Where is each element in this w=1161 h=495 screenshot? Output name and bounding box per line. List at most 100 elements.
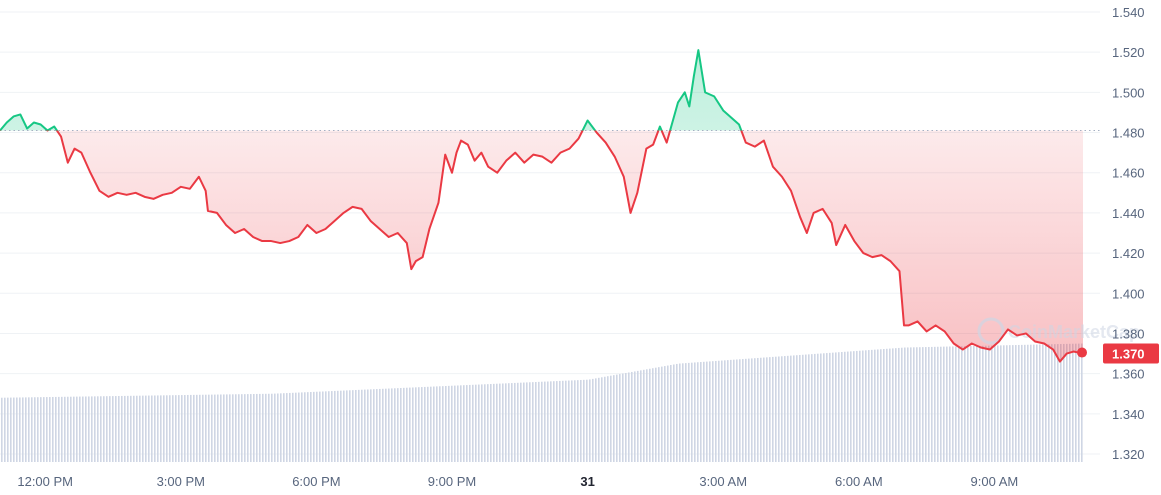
volume-bar	[433, 386, 435, 462]
volume-bar	[847, 351, 849, 462]
volume-bar	[577, 380, 579, 462]
volume-bar	[676, 363, 678, 462]
volume-bar	[955, 346, 957, 462]
volume-bar	[373, 389, 375, 462]
volume-bar	[202, 394, 204, 462]
volume-bar	[472, 384, 474, 462]
volume-bar	[697, 362, 699, 462]
volume-bar	[61, 396, 63, 462]
volume-bar	[205, 394, 207, 462]
volume-bar	[175, 395, 177, 462]
price-line-down	[0, 130, 1084, 363]
volume-bar	[25, 397, 27, 462]
volume-bar	[100, 396, 102, 462]
volume-bar	[775, 356, 777, 462]
volume-bar	[400, 388, 402, 462]
volume-bar	[490, 384, 492, 462]
volume-bar	[1030, 344, 1032, 462]
volume-bar	[448, 385, 450, 462]
volume-bar	[796, 355, 798, 462]
price-line	[0, 49, 1084, 363]
volume-bar	[484, 384, 486, 462]
volume-bar	[580, 380, 582, 462]
volume-bar	[691, 362, 693, 462]
volume-bar	[850, 351, 852, 462]
volume-bar	[853, 351, 855, 462]
volume-bar	[343, 390, 345, 462]
volume-bar	[949, 346, 951, 462]
area-fills	[0, 50, 1083, 362]
volume-bar	[310, 392, 312, 462]
volume-bar	[262, 393, 264, 462]
volume-bar	[244, 394, 246, 462]
volume-bar	[235, 394, 237, 462]
volume-bar	[364, 389, 366, 462]
volume-bar	[295, 392, 297, 462]
volume-bar	[856, 350, 858, 462]
volume-bar	[40, 397, 42, 462]
volume-bar	[649, 368, 651, 462]
volume-bar	[790, 355, 792, 462]
volume-bar	[274, 393, 276, 462]
volume-bar	[634, 371, 636, 462]
volume-bar	[1024, 344, 1026, 462]
volume-bar	[406, 387, 408, 462]
volume-bar	[964, 346, 966, 462]
volume-bar	[829, 352, 831, 462]
volume-bar	[823, 353, 825, 462]
volume-bar	[190, 394, 192, 462]
volume-bar	[622, 373, 624, 462]
volume-bar	[721, 360, 723, 462]
volume-bar	[331, 391, 333, 462]
volume-bar	[346, 390, 348, 462]
volume-bar	[361, 389, 363, 462]
volume-bar	[214, 394, 216, 462]
volume-bar	[415, 387, 417, 462]
volume-bar	[457, 385, 459, 462]
volume-bar	[280, 393, 282, 462]
volume-bar	[34, 397, 36, 462]
y-tick-label: 1.320	[1112, 447, 1145, 462]
volume-bar	[844, 351, 846, 462]
volume-bar	[769, 357, 771, 462]
volume-bar	[28, 397, 30, 462]
volume-bar	[1051, 344, 1053, 462]
volume-bar	[367, 389, 369, 462]
volume-bar	[157, 395, 159, 462]
y-tick-label: 1.420	[1112, 246, 1145, 261]
volume-bar	[910, 347, 912, 462]
volume-bar	[982, 345, 984, 462]
volume-bar	[169, 395, 171, 462]
volume-bar	[229, 394, 231, 462]
volume-bar	[499, 383, 501, 462]
volume-bar	[1015, 345, 1017, 462]
volume-bar	[445, 386, 447, 462]
volume-bar	[19, 397, 21, 462]
volume-bar	[178, 395, 180, 462]
volume-bar	[16, 397, 18, 462]
volume-bar	[967, 346, 969, 462]
volume-bar	[67, 396, 69, 462]
volume-bar	[64, 396, 66, 462]
volume-bar	[391, 388, 393, 462]
volume-bar	[271, 393, 273, 462]
volume-bar	[961, 346, 963, 462]
volume-bar	[565, 380, 567, 462]
volume-bar	[232, 394, 234, 462]
volume-bar	[898, 347, 900, 462]
volume-bar	[865, 350, 867, 462]
volume-bar	[763, 357, 765, 462]
coinmarketcap-logo-icon	[977, 317, 1005, 345]
volume-bar	[427, 386, 429, 462]
volume-bar	[1012, 345, 1014, 462]
volume-bar	[163, 395, 165, 462]
volume-bar	[706, 361, 708, 462]
x-tick-label: 9:00 AM	[971, 474, 1019, 489]
volume-bar	[652, 368, 654, 462]
volume-bar	[973, 345, 975, 462]
volume-bar	[667, 365, 669, 462]
volume-bar	[1078, 343, 1080, 462]
volume-bar	[46, 397, 48, 462]
volume-bar	[937, 346, 939, 462]
